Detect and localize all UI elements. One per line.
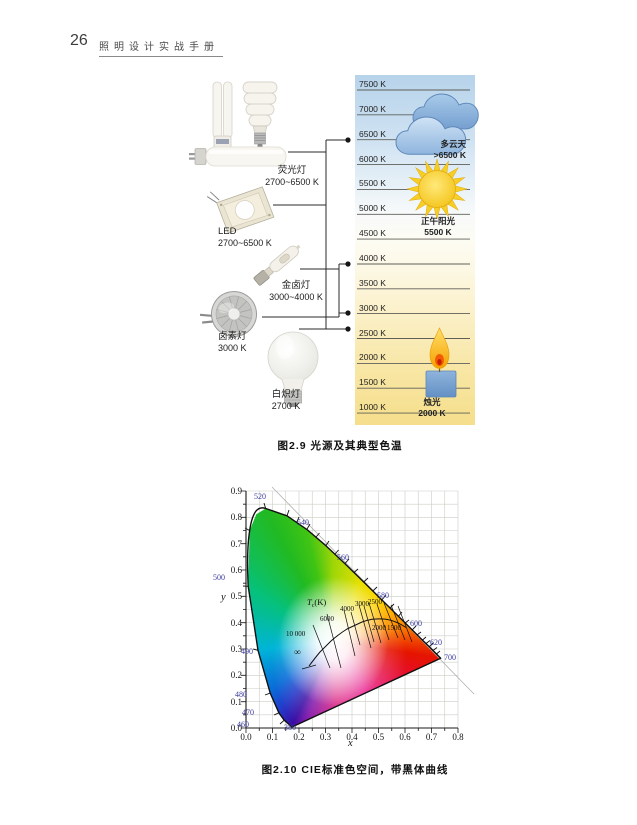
x-tick-label: 0.8 [452,732,464,742]
scale-label: 1500 K [359,377,386,388]
candle-icon [425,327,457,398]
x-axis-label: x [348,738,353,749]
wavelength-label: 460 [237,720,249,729]
blackbody-temp-label: 1500 [387,624,401,632]
wavelength-label: 540 [297,518,309,527]
connector-lines [262,139,346,330]
blackbody-temp-axis-label: Tc(K) [307,597,327,609]
wavelength-label: 490 [241,647,253,656]
wavelength-label: 700 [444,653,456,662]
scale-label: 6500 K [359,128,386,139]
wavelength-label: 600 [410,619,422,628]
label-noon-sunlight: 正午阳光 5500 K [420,216,455,237]
y-tick-label: 0.4 [230,617,242,628]
led-module-icon [206,186,275,234]
book-title: 照明设计实战手册 [99,38,223,57]
incandescent-bulb-icon [267,331,319,407]
blackbody-temp-label: 10 000 [286,630,306,638]
x-tick-label: 0.5 [372,732,385,742]
scale-label: 3000 K [359,302,386,313]
cie-overlay-layer [241,486,475,733]
figure-2-9-diagram [189,75,479,425]
fluorescent-tube-icon [189,146,287,167]
spectral-locus [246,507,442,728]
figure-2-9-caption: 图2.9 光源及其典型色温 [277,440,403,452]
scale-label: 7000 K [359,103,386,114]
wavelength-label: 620 [430,638,442,647]
y-tick-label: 0.0 [230,723,242,733]
wavelength-label: 380 [284,723,296,732]
wavelength-label: 480 [235,690,247,699]
y-tick-label: 0.1 [230,696,242,707]
label-fluorescent: 荧光灯 2700~6500 K [265,165,319,188]
blackbody-temp-label: 6000 [320,615,334,623]
y-axis-label: y [221,592,226,603]
wavelength-label: 560 [337,553,349,562]
sun-icon [406,158,468,220]
isotherm-lines [301,602,413,670]
cfl-spiral-lamp-icon [242,81,278,148]
scale-label: 5500 K [359,178,386,189]
blackbody-curve [308,618,407,667]
halogen-mr16-lamp-icon [199,291,257,337]
y-tick-label: 0.6 [230,565,242,575]
wavelength-label: 520 [254,492,266,501]
x-tick-label: 0.1 [266,732,279,742]
y-tick-label: 0.3 [230,644,242,654]
figure-2-10-caption: 图2.10 CIE标准色空间，带黑体曲线 [261,764,449,776]
scale-label: 2500 K [359,327,386,338]
wavelength-label: 580 [377,591,389,600]
x-tick-label: 0.4 [346,732,358,742]
metal-halide-lamp-icon [253,244,301,286]
axes [245,491,458,729]
x-tick-label: 0.2 [293,732,305,742]
y-tick-label: 0.2 [230,670,242,681]
x-tick-label: 0.7 [425,732,438,742]
blackbody-temp-label: 2000 [372,624,386,632]
y-tick-label: 0.9 [230,486,242,496]
x-tick-label: 0.0 [240,732,252,742]
label-cloudy-sky: 多云天 >6500 K [433,139,466,160]
scale-label: 3500 K [359,277,386,288]
scale-label: 1000 K [359,402,386,413]
wavelength-ticks [242,502,441,725]
wavelength-label: 500 [213,573,225,582]
blackbody-temp-label: 3000 [355,600,369,608]
scale-label: 2000 K [359,352,386,363]
scale-label: 4500 K [359,228,386,239]
label-halogen: 卤素灯 3000 K [218,331,247,354]
label-candlelight: 烛光 2000 K [418,397,446,418]
scale-label: 6000 K [359,153,386,164]
label-led: LED 2700~6500 K [218,226,272,249]
blackbody-temp-label: 4000 [340,605,354,613]
scale-label: 7500 K [359,79,386,89]
axis-ticks [241,490,459,733]
label-incandescent: 白炽灯 2700 K [271,389,301,412]
y-tick-label: 0.5 [230,591,242,602]
label-metal-halide: 金卤灯 3000~4000 K [269,280,323,303]
page-number: 26 [70,32,88,49]
blackbody-temp-label: 2500 [368,598,382,606]
scale-label: 5000 K [359,203,386,214]
cfl-pl-lamp-icon [212,81,233,160]
x-tick-label: 0.3 [319,732,332,742]
scale-bullets [345,137,351,332]
y-tick-label: 0.7 [230,538,242,549]
wavelength-label: 470 [242,708,254,717]
scale-label: 4000 K [359,253,386,263]
infinity-label: ∞ [294,648,301,658]
x-tick-label: 0.6 [399,732,411,742]
y-tick-label: 0.8 [230,512,242,523]
